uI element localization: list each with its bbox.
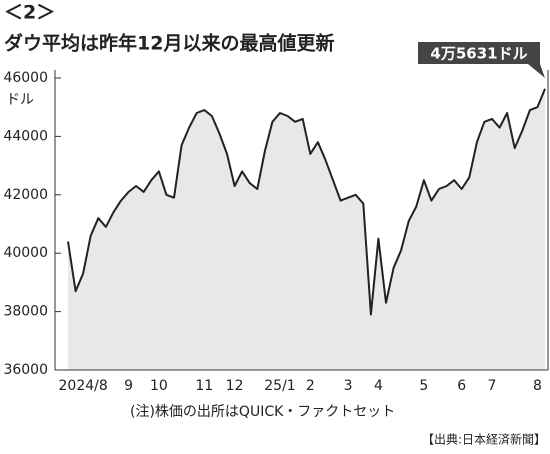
annotation-box: [418, 42, 540, 64]
note: (注)株価の出所はQUICK・ファクトセット: [130, 404, 395, 420]
x-tick-label: 3: [344, 378, 353, 394]
y-tick-label: 38000: [3, 304, 48, 320]
x-tick-label: 7: [488, 378, 497, 394]
y-tick-label: 46000: [3, 70, 48, 86]
annotation: 4万5631ドル: [430, 45, 527, 63]
x-tick-label: 10: [150, 378, 168, 394]
x-tick-label: 6: [457, 378, 466, 394]
source: 【出典:日本経済新聞】: [422, 432, 546, 447]
x-tick-label: 2024/8: [59, 378, 108, 394]
y-tick-label: 40000: [3, 245, 48, 261]
area: [68, 88, 545, 371]
x-tick-label: 11: [195, 378, 213, 394]
x-tick-label: 25/1: [264, 378, 295, 394]
chart-title: ダウ平均は昨年12月以来の最高値更新: [4, 32, 334, 55]
x-tick-label: 4: [374, 378, 383, 394]
x-tick-label: 8: [533, 378, 542, 394]
y-unit: ドル: [6, 92, 34, 108]
y-tick-label: 36000: [3, 362, 48, 378]
header: ＜2＞: [4, 2, 55, 24]
y-tick-label: 42000: [3, 187, 48, 203]
x-tick-label: 5: [419, 378, 428, 394]
x-tick-label: 12: [226, 378, 244, 394]
annotation-pointer: [528, 64, 545, 78]
x-tick-label: 2: [306, 378, 315, 394]
line: [67, 88, 546, 316]
y-tick-label: 44000: [3, 128, 48, 144]
x-tick-label: 9: [124, 378, 133, 394]
